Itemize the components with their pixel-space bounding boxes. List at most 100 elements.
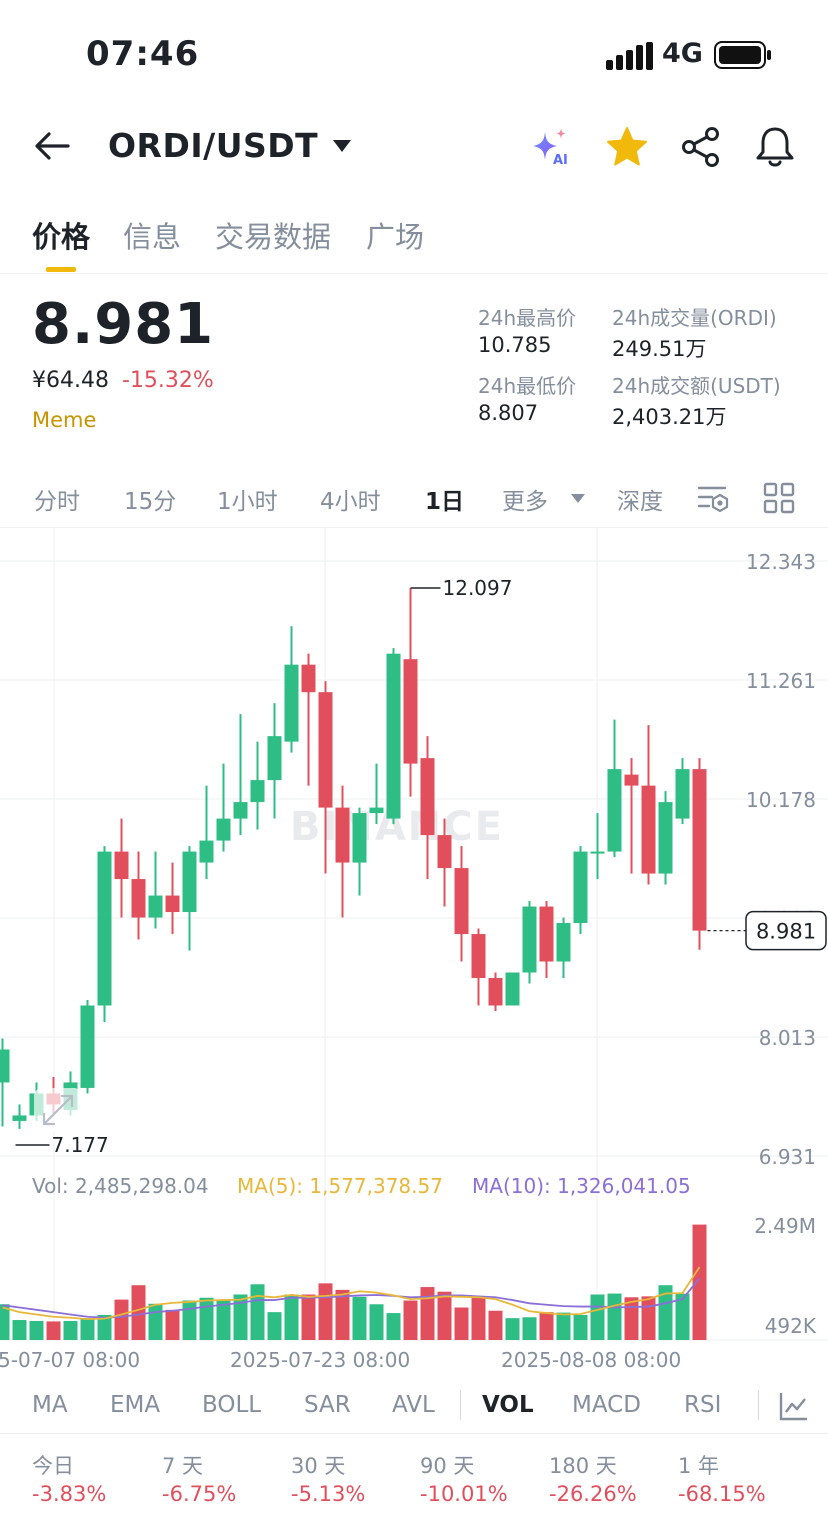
pair-title[interactable]: ORDI/USDT	[108, 126, 319, 165]
volume-bar	[352, 1296, 367, 1340]
grid-layout-icon[interactable]	[763, 482, 795, 514]
bell-icon[interactable]	[752, 124, 798, 170]
tab-info[interactable]: 信息	[123, 220, 182, 254]
volume-bar	[250, 1284, 265, 1340]
last-price-label: 8.981	[756, 920, 816, 944]
volume-bar	[301, 1294, 316, 1340]
interval-15m[interactable]: 15分	[124, 489, 177, 515]
expand-icon[interactable]	[34, 1088, 82, 1132]
interval-depth[interactable]: 深度	[617, 489, 663, 515]
candle-body	[12, 1115, 27, 1121]
perf-value: -6.75%	[162, 1482, 237, 1506]
volume-bar	[607, 1293, 622, 1340]
volume-bar	[182, 1300, 197, 1340]
indicator-macd[interactable]: MACD	[572, 1392, 641, 1418]
volume-bar	[454, 1307, 469, 1340]
candle-body	[233, 802, 248, 819]
volume-axis-label: 2.49M	[754, 1214, 816, 1238]
candle-body	[335, 807, 350, 863]
volume-bar	[131, 1285, 146, 1340]
high-label: 24h最高价	[478, 306, 577, 330]
candle-body	[675, 769, 690, 819]
vol-quote-value: 2,403.21万	[612, 405, 727, 429]
price-change: -15.32%	[122, 368, 214, 393]
interval-timeshare[interactable]: 分时	[34, 489, 80, 515]
candle-body	[386, 653, 401, 819]
signal-icon	[606, 42, 653, 70]
ai-sparkle-icon[interactable]: AI	[528, 124, 574, 170]
perf-value: -5.13%	[291, 1482, 366, 1506]
volume-legend-vol: Vol: 2,485,298.04	[32, 1174, 209, 1198]
volume-bar	[148, 1303, 163, 1340]
candle-body	[301, 664, 316, 693]
volume-bar	[658, 1285, 673, 1340]
interval-1d[interactable]: 1日	[425, 489, 465, 515]
volume-bar	[420, 1287, 435, 1340]
volume-bar	[233, 1294, 248, 1340]
tab-square[interactable]: 广场	[366, 220, 425, 254]
kline-chart[interactable]: BINANCE12.34311.26110.1789.0968.0136.931…	[0, 528, 828, 1388]
chart-settings-icon[interactable]	[696, 482, 730, 516]
volume-bar	[29, 1320, 44, 1340]
category-tag[interactable]: Meme	[32, 408, 97, 432]
indicator-bar: MA EMA BOLL SAR AVL VOL MACD RSI	[0, 1384, 828, 1434]
indicator-sar[interactable]: SAR	[304, 1392, 351, 1418]
price-axis-label: 11.261	[746, 669, 816, 693]
interval-more[interactable]: 更多	[502, 489, 548, 515]
indicator-divider	[758, 1390, 759, 1420]
back-arrow-icon[interactable]	[32, 126, 72, 166]
indicator-avl[interactable]: AVL	[392, 1392, 435, 1418]
perf-label: 90 天	[420, 1454, 475, 1478]
candle-body	[352, 813, 367, 863]
perf-value: -10.01%	[420, 1482, 508, 1506]
perf-value: -3.83%	[32, 1482, 107, 1506]
candle-body	[522, 906, 537, 973]
candle-body	[403, 659, 418, 764]
tab-trading-data[interactable]: 交易数据	[215, 220, 332, 254]
share-icon[interactable]	[678, 124, 724, 170]
candle-body	[590, 851, 605, 854]
candle-body	[284, 664, 299, 742]
volume-bar	[114, 1299, 129, 1340]
interval-4h[interactable]: 4小时	[320, 489, 381, 515]
perf-label: 1 年	[678, 1454, 720, 1478]
volume-bar	[437, 1291, 452, 1340]
low-marker-label: 7.177	[52, 1133, 109, 1157]
volume-bar	[284, 1294, 299, 1340]
cny-price: ¥64.48	[32, 368, 109, 393]
volume-bar	[267, 1312, 282, 1340]
candle-body	[0, 1049, 10, 1083]
volume-ma10-line	[2, 1277, 701, 1319]
volume-bar	[80, 1318, 95, 1340]
candle-body	[199, 840, 214, 863]
indicator-ema[interactable]: EMA	[110, 1392, 161, 1418]
volume-bar	[63, 1320, 78, 1340]
volume-bar	[46, 1321, 61, 1340]
vol-base-value: 249.51万	[612, 337, 707, 361]
perf-value: -68.15%	[678, 1482, 766, 1506]
chevron-down-icon[interactable]	[332, 138, 352, 154]
volume-bar	[539, 1312, 554, 1340]
candle-body	[607, 769, 622, 852]
last-price: 8.981	[32, 292, 215, 357]
candle-body	[216, 818, 231, 841]
ai-label: AI	[553, 153, 568, 168]
indicator-boll[interactable]: BOLL	[202, 1392, 262, 1418]
price-axis-label: 10.178	[746, 788, 816, 812]
indicator-settings-icon[interactable]	[778, 1390, 810, 1422]
star-icon[interactable]	[604, 124, 650, 170]
indicator-rsi[interactable]: RSI	[684, 1392, 722, 1418]
volume-bar	[318, 1283, 333, 1340]
volume-bar	[403, 1300, 418, 1340]
candle-body	[114, 851, 129, 880]
time-axis-label: 2025-08-08 08:00	[501, 1348, 681, 1372]
candle-body	[471, 934, 486, 979]
chevron-down-icon[interactable]	[570, 492, 586, 504]
price-axis-label: 12.343	[746, 550, 816, 574]
indicator-ma[interactable]: MA	[32, 1392, 68, 1418]
tab-price[interactable]: 价格	[32, 220, 91, 254]
interval-1h[interactable]: 1小时	[217, 489, 278, 515]
indicator-vol[interactable]: VOL	[482, 1392, 534, 1418]
tab-indicator	[46, 267, 76, 272]
perf-label: 7 天	[162, 1454, 204, 1478]
